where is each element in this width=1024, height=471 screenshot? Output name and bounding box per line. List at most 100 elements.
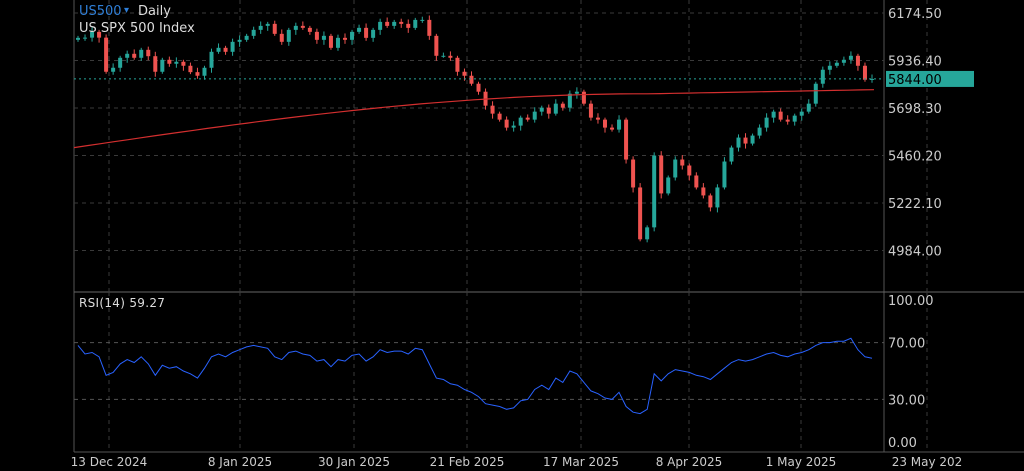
candle-body (799, 111, 804, 116)
candle-body (806, 103, 811, 112)
rsi-tick-label: 100.00 (888, 294, 934, 309)
candle-body (673, 159, 678, 178)
candle-body (258, 25, 263, 30)
candle-body (862, 65, 867, 80)
candle-body (216, 47, 221, 52)
candle-body (132, 53, 137, 58)
candle-body (792, 115, 797, 122)
candle-body (504, 119, 509, 128)
price-tick-label: 5222.10 (888, 197, 942, 212)
price-tick-label: 5936.40 (888, 55, 942, 70)
candle-body (722, 161, 727, 188)
candle-body (181, 61, 186, 66)
candle-body (146, 49, 151, 57)
candle-body (560, 103, 565, 108)
candle-body (497, 113, 502, 120)
candle-body (455, 57, 460, 72)
candle-body (160, 59, 165, 72)
candle-body (307, 27, 312, 32)
candle-body (350, 31, 355, 40)
candle-body (708, 195, 713, 208)
candle-body (104, 37, 109, 72)
candle-body (244, 35, 249, 40)
candle-body (343, 37, 348, 40)
candle-body (595, 117, 600, 120)
candle-body (827, 65, 832, 70)
candle-body (188, 65, 193, 73)
candle-body (321, 35, 326, 40)
candle-body (574, 91, 579, 94)
candle-body (694, 175, 699, 188)
candle-body (76, 37, 80, 40)
candle-body (167, 59, 172, 64)
candle-body (539, 107, 544, 112)
candle-body (441, 55, 446, 57)
candle-body (392, 21, 397, 26)
x-tick-label: 13 Dec 2024 (71, 455, 148, 469)
candle-body (736, 137, 741, 148)
last-price-badge (886, 70, 974, 87)
candle-body (328, 35, 333, 48)
candle-body (385, 21, 390, 26)
candle-body (413, 19, 418, 28)
candle-body (525, 117, 530, 120)
candle-body (764, 117, 769, 128)
candle-body (785, 119, 790, 122)
candle-body (638, 187, 643, 240)
candle-body (202, 67, 207, 76)
candle-body (174, 61, 179, 64)
candle-body (83, 37, 88, 39)
candle-body (364, 27, 369, 38)
candle-body (750, 135, 755, 144)
candle-body (97, 31, 102, 38)
candle-body (462, 71, 467, 76)
candle-body (511, 125, 516, 128)
candle-body (715, 187, 720, 208)
x-tick-label: 17 Mar 2025 (543, 455, 619, 469)
rsi-tick-label: 0.00 (888, 436, 917, 451)
candle-body (195, 72, 200, 76)
candle-body (371, 29, 376, 38)
candle-body (314, 31, 319, 40)
candle-body (855, 55, 860, 66)
candle-body (139, 49, 144, 58)
candle-body (90, 31, 95, 38)
candle-body (553, 103, 558, 114)
price-tick-label: 5698.30 (888, 102, 942, 117)
candle-body (272, 23, 277, 34)
candle-body (469, 75, 474, 84)
x-tick-label: 8 Apr 2025 (656, 455, 723, 469)
candle-body (834, 62, 839, 66)
candle-body (602, 119, 607, 128)
price-tick-label: 6174.50 (888, 7, 942, 22)
candle-body (293, 25, 298, 30)
caret-down-icon[interactable]: ▾ (124, 5, 130, 16)
candle-body (518, 117, 523, 126)
candle-body (743, 137, 748, 144)
candle-body (399, 21, 404, 24)
candle-body (378, 21, 383, 30)
x-tick-label: 30 Jan 2025 (318, 455, 390, 469)
candle-body (357, 27, 362, 32)
candle-body (125, 53, 130, 58)
candle-body (645, 227, 650, 240)
symbol-selector[interactable]: US500 (79, 4, 122, 19)
candle-body (434, 35, 439, 56)
x-tick-label: 1 May 2025 (766, 455, 837, 469)
candle-body (680, 159, 685, 166)
interval-label[interactable]: Daily (138, 4, 171, 19)
candle-body (778, 111, 783, 120)
candle-body (335, 37, 340, 48)
x-tick-label: 23 May 202 (892, 455, 963, 469)
candle-body (406, 23, 411, 28)
candle-body (567, 93, 572, 108)
x-tick-label: 8 Jan 2025 (208, 455, 272, 469)
candle-body (118, 57, 123, 68)
candle-body (427, 19, 432, 36)
candle-body (251, 29, 256, 36)
candle-body (223, 47, 228, 52)
candle-body (757, 127, 762, 136)
candle-body (490, 105, 495, 114)
rsi-line (77, 337, 873, 415)
